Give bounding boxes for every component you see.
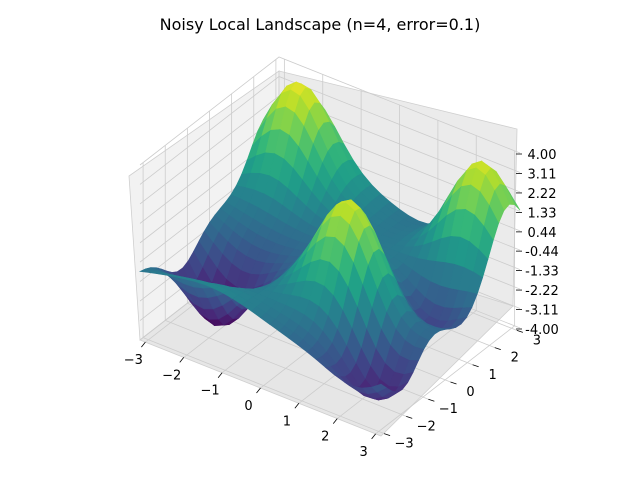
z-tick-label: 1.33 [528, 206, 557, 221]
gridline-z [139, 56, 521, 166]
x-tick-mark [294, 403, 300, 409]
x-tick-label: 1 [283, 414, 291, 429]
chart-title: Noisy Local Landscape (n=4, error=0.1) [160, 15, 481, 34]
z-tick-label: -0.44 [525, 245, 559, 260]
z-tick-label: 2.22 [528, 187, 557, 202]
axis-ticks: −3−2−10123−3−2−101234.003.112.221.330.44… [124, 148, 559, 460]
y-tick-label: −3 [395, 437, 414, 452]
x-tick-mark [217, 372, 223, 378]
x-tick-mark [332, 418, 338, 424]
x-tick-label: −3 [124, 353, 143, 368]
y-tick-mark [450, 381, 457, 385]
y-tick-mark [494, 347, 501, 350]
y-tick-mark [383, 433, 391, 436]
z-tick-label: -3.11 [525, 304, 559, 319]
x-tick-label: 2 [321, 430, 329, 445]
z-tick-label: -1.33 [525, 265, 559, 280]
surface-plot [138, 81, 521, 401]
x-tick-mark [371, 433, 376, 440]
y-tick-label: −2 [417, 419, 436, 434]
x-tick-label: −1 [201, 384, 220, 399]
z-tick-label: -2.22 [525, 284, 559, 299]
y-tick-mark [428, 398, 435, 402]
z-tick-label: 4.00 [528, 148, 557, 163]
x-tick-mark [141, 341, 146, 348]
y-tick-label: 2 [511, 351, 519, 366]
y-tick-mark [516, 330, 524, 333]
x-tick-label: −2 [162, 368, 181, 383]
z-tick-label: 0.44 [528, 226, 557, 241]
x-tick-label: 0 [244, 399, 252, 414]
y-tick-mark [406, 416, 413, 419]
y-tick-label: −1 [439, 402, 458, 417]
z-tick-label: 3.11 [528, 167, 557, 182]
surface-patch [371, 383, 387, 393]
x-tick-mark [179, 357, 185, 363]
gridline-z [139, 76, 521, 185]
y-tick-label: 0 [466, 385, 474, 400]
x-tick-mark [256, 387, 261, 394]
z-tick-label: -4.00 [525, 323, 559, 338]
y-tick-mark [472, 364, 479, 368]
y-tick-label: 3 [533, 333, 541, 348]
x-tick-label: 3 [359, 445, 367, 460]
y-tick-label: 1 [488, 368, 496, 383]
